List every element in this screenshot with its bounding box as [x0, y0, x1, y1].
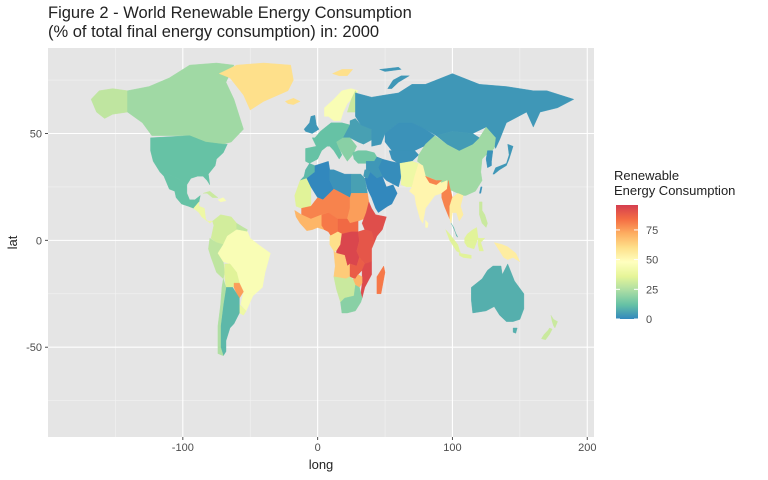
region-new-guinea — [494, 242, 521, 262]
legend-ticks: 0 25 50 75 — [616, 225, 658, 326]
region-hispaniola — [217, 197, 227, 203]
legend-title-line-1: Renewable — [614, 168, 679, 183]
region-chile — [217, 278, 227, 356]
region-thailand-indochina — [449, 193, 464, 224]
region-ecuador-peru — [208, 237, 225, 279]
region-philippines — [479, 201, 488, 228]
legend-colorbar — [616, 205, 638, 319]
region-franz-josef — [379, 66, 402, 72]
legend-title-line-2: Energy Consumption — [614, 183, 735, 198]
region-svalbard — [332, 69, 353, 77]
region-sri-lanka — [425, 219, 429, 228]
region-australia — [471, 263, 525, 322]
region-arabian-peninsula — [364, 171, 398, 213]
region-sulawesi — [477, 237, 485, 252]
x-axis: -100 0 100 200 — [172, 437, 596, 454]
chart-title-line-2: (% of total final energy consumption) in… — [48, 23, 380, 41]
region-balkans — [336, 137, 357, 162]
region-canada — [127, 62, 244, 145]
legend-tick-label: 75 — [646, 225, 658, 237]
region-south-africa — [340, 285, 363, 314]
region-madagascar — [376, 265, 386, 294]
region-western-sahara-mauritania — [294, 178, 312, 209]
region-new-zealand-south — [541, 327, 553, 340]
region-central-asia — [388, 150, 419, 166]
y-axis-title: lat — [5, 235, 20, 249]
region-java — [459, 252, 472, 259]
y-axis: -50 0 50 — [26, 128, 48, 354]
region-israel-jordan — [363, 169, 371, 179]
region-central-america — [193, 201, 213, 224]
x-tick-label: 100 — [443, 442, 461, 454]
legend-tick-label: 0 — [646, 314, 652, 326]
x-tick-label: 200 — [578, 442, 596, 454]
region-sumatra — [445, 229, 461, 254]
region-taiwan — [479, 186, 483, 194]
legend-tick-label: 25 — [646, 284, 658, 296]
legend-tick-label: 50 — [646, 255, 658, 267]
region-korea — [485, 150, 494, 168]
region-cuba — [202, 190, 219, 198]
region-uk-ireland — [303, 115, 320, 134]
x-axis-title: long — [309, 457, 334, 472]
x-tick-label: -100 — [172, 442, 194, 454]
y-tick-label: 50 — [30, 128, 42, 140]
region-nepal-bhutan — [425, 175, 442, 186]
region-baffin — [209, 84, 231, 109]
chart-title: Figure 2 - World Renewable Energy Consum… — [48, 4, 412, 42]
region-iceland — [285, 97, 301, 105]
region-malay-peninsula — [450, 223, 458, 238]
chart-title-line-1: Figure 2 - World Renewable Energy Consum… — [48, 4, 412, 22]
region-novaya-zemlya — [387, 75, 410, 89]
region-greenland — [218, 62, 294, 111]
region-sudan — [347, 193, 370, 224]
region-new-zealand-north — [550, 315, 558, 329]
y-tick-label: 0 — [36, 235, 42, 247]
region-tasmania — [512, 327, 518, 334]
region-japan — [492, 143, 514, 175]
legend: Renewable Energy Consumption 0 25 50 75 — [614, 168, 735, 326]
y-tick-label: -50 — [26, 342, 42, 354]
region-ethiopia-somalia — [361, 201, 387, 243]
region-egypt — [351, 173, 368, 194]
x-tick-label: 0 — [315, 442, 321, 454]
region-mongolia — [436, 131, 480, 151]
country-regions — [90, 62, 574, 356]
